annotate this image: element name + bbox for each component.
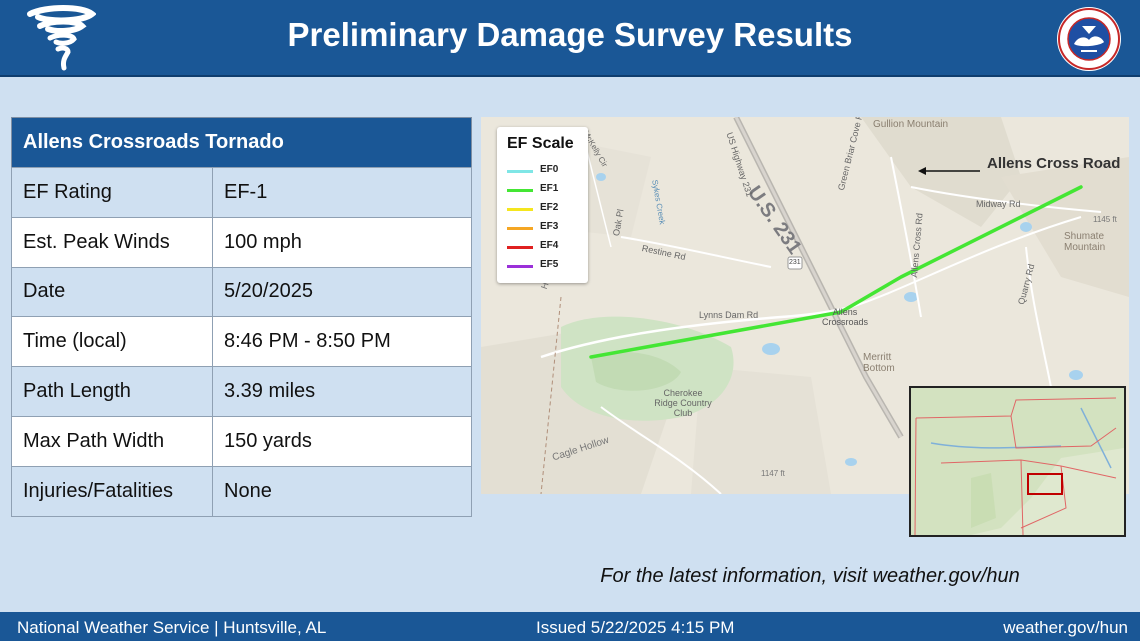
table-row: Date 5/20/2025 [11,266,472,318]
legend-swatch [507,208,533,211]
row-label: Path Length [11,366,213,417]
row-value: None [212,465,472,517]
legend-label: EF4 [540,240,559,251]
row-label: Est. Peak Winds [11,216,213,268]
nws-logo [1057,7,1121,71]
map-label-midway: Midway Rd [976,199,1021,209]
survey-table: Allens Crossroads Tornado EF Rating EF-1… [11,117,472,517]
row-value: 100 mph [212,216,472,268]
legend-item: EF5 [507,259,583,273]
tornado-icon [27,5,96,71]
row-value: 150 yards [212,415,472,467]
footer-office: National Weather Service | Huntsville, A… [17,618,327,637]
table-heading: Allens Crossroads Tornado [11,117,472,168]
legend-title: EF Scale [507,135,574,152]
legend-item: EF4 [507,240,583,254]
legend-label: EF2 [540,202,559,213]
arrow-left-icon [918,167,980,175]
map-label-route: 231 [789,259,801,266]
legend-item: EF3 [507,221,583,235]
footer-bar: National Weather Service | Huntsville, A… [0,612,1140,641]
row-value: 3.39 miles [212,366,472,417]
row-label: EF Rating [11,167,213,218]
table-row: Max Path Width 150 yards [11,415,472,467]
map-base [481,117,1129,494]
footer-link[interactable]: weather.gov/hun [1003,618,1128,637]
table-row: Injuries/Fatalities None [11,465,472,517]
table-row: Path Length 3.39 miles [11,366,472,417]
map-label-allens-crossroads: Allens Crossroads [821,307,868,327]
table-row: Est. Peak Winds 100 mph [11,216,472,268]
map-label-merritt-bottom: Merritt Bottom [863,352,895,374]
row-label: Max Path Width [11,415,213,467]
row-label: Time (local) [11,316,213,368]
footer-note: For the latest information, visit weathe… [600,565,1020,587]
footer-issued: Issued 5/22/2025 4:15 PM [536,618,735,637]
row-label: Injuries/Fatalities [11,465,213,517]
road-annotation: Allens Cross Road [987,155,1121,172]
ef-scale-legend: EF Scale EF0 EF1 EF2 EF3 EF4 EF5 [497,127,588,283]
map-label-gullion: Gullion Mountain [873,119,949,130]
legend-swatch [507,227,533,230]
legend-label: EF0 [540,164,559,175]
map-label-elevation-1: 1145 ft [1093,215,1117,224]
table-row: Time (local) 8:46 PM - 8:50 PM [11,316,472,368]
legend-swatch [507,189,533,192]
row-value: 8:46 PM - 8:50 PM [212,316,472,368]
inset-locator-map [909,386,1126,537]
row-value: EF-1 [212,167,472,218]
legend-label: EF3 [540,221,559,232]
legend-item: EF1 [507,183,583,197]
legend-item: EF2 [507,202,583,216]
legend-item: EF0 [507,164,583,178]
inset-map-graphic [911,388,1124,535]
map-label-elevation-2: 1147 ft [761,469,785,478]
legend-label: EF1 [540,183,559,194]
legend-swatch [507,246,533,249]
legend-swatch [507,170,533,173]
table-row: EF Rating EF-1 [11,167,472,218]
map-label-shumate: Shumate Mountain [1064,231,1106,253]
row-label: Date [11,266,213,318]
header-bar: Preliminary Damage Survey Results [0,0,1140,77]
map-label-cherokee: Cherokee Ridge Country Club [654,388,712,418]
map-label-lynns-dam: Lynns Dam Rd [699,310,759,320]
page-title: Preliminary Damage Survey Results [287,16,853,53]
legend-swatch [507,265,533,268]
legend-label: EF5 [540,259,559,270]
row-value: 5/20/2025 [212,266,472,318]
